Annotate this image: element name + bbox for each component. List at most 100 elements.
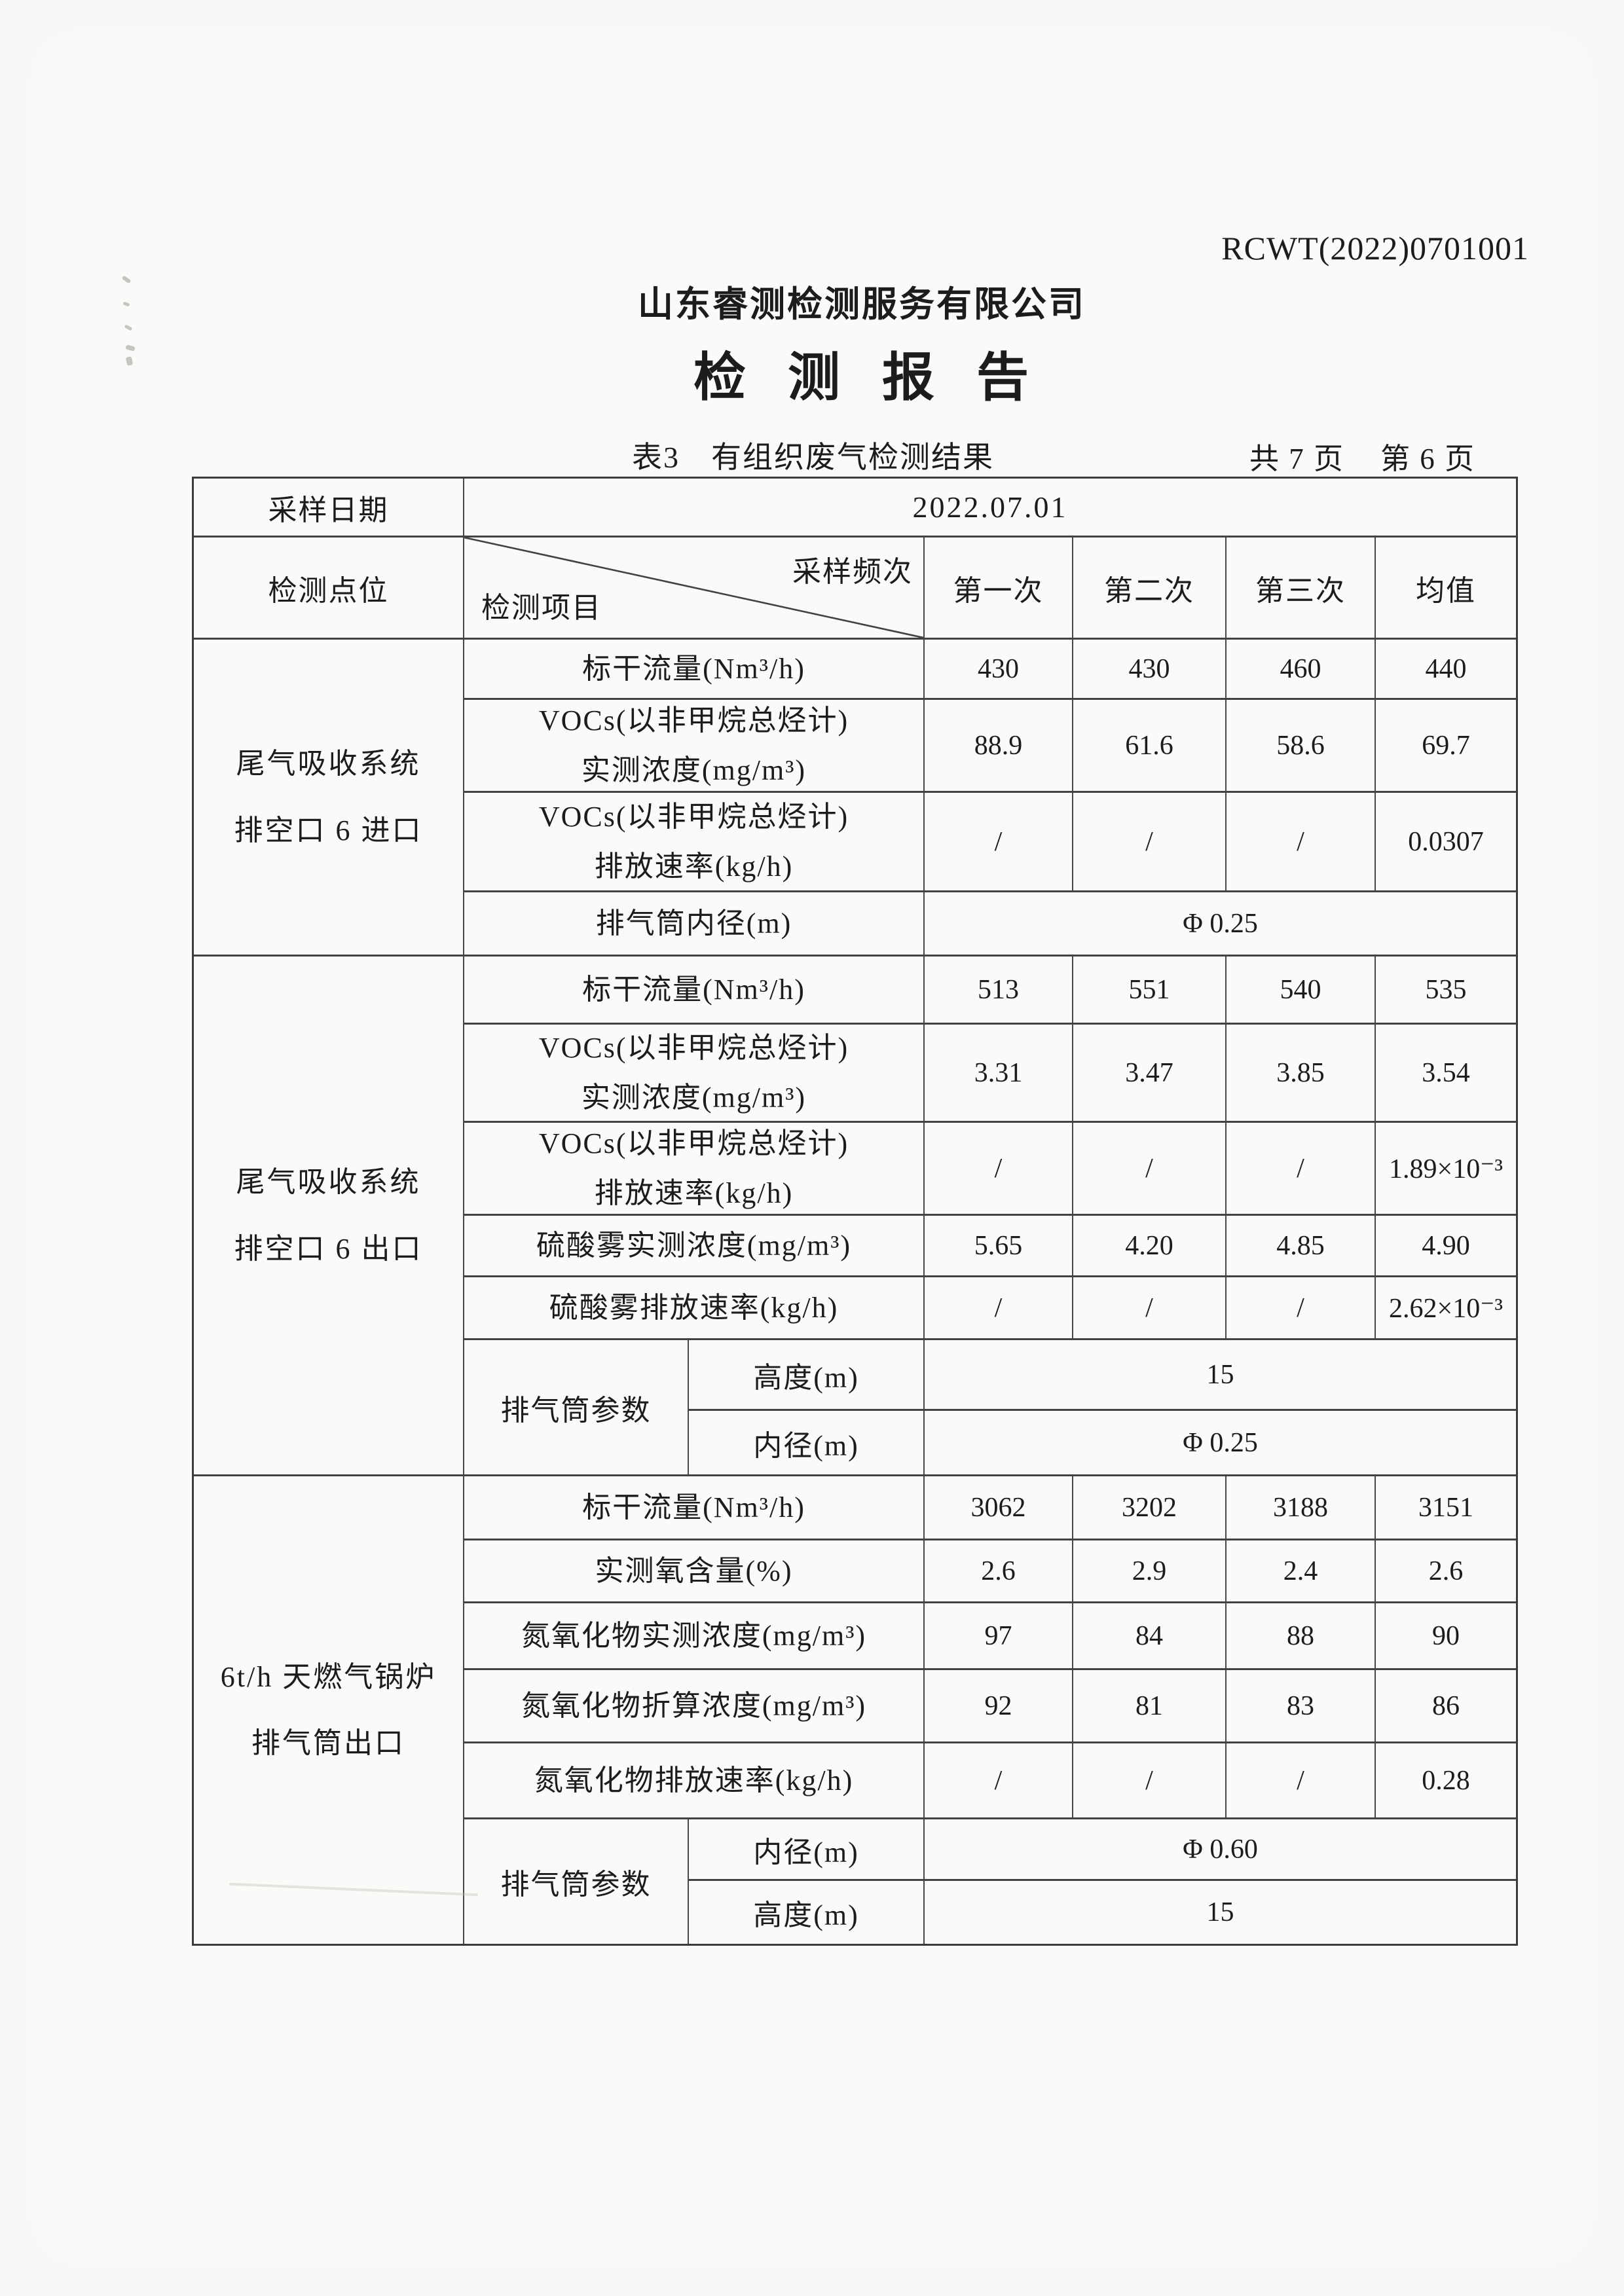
scan-artifact	[125, 344, 136, 352]
table-label: 表3	[632, 441, 680, 474]
cell-line: 3062	[970, 1492, 1026, 1523]
cell-line: /	[1145, 1153, 1153, 1184]
point-cell: 6t/h 天燃气锅炉 排气筒出口	[194, 1476, 464, 1944]
value-cell: 3062	[925, 1476, 1073, 1540]
cell-line: 标干流量(Nm³/h)	[582, 652, 805, 685]
cell-line: 2.9	[1132, 1556, 1167, 1586]
value-cell: /	[925, 1743, 1073, 1819]
page-total: 共 7 页	[1249, 443, 1345, 475]
cell-line: 86	[1432, 1690, 1460, 1721]
scan-artifact	[122, 301, 130, 307]
table-title: 有组织废气检测结果	[711, 441, 994, 474]
value-cell: 0.0307	[1376, 793, 1516, 892]
diagonal-header-cell: 采样频次 检测项目	[464, 538, 925, 640]
row-label: 标干流量(Nm³/h)	[464, 957, 925, 1025]
row-label: 氮氧化物折算浓度(mg/m³)	[464, 1670, 925, 1743]
cell-line: 排气筒出口	[251, 1727, 405, 1759]
value-cell: 3.54	[1376, 1025, 1516, 1123]
cell-line: /	[1297, 826, 1304, 857]
cell-line: 88	[1287, 1620, 1314, 1651]
cell-line: 3.54	[1422, 1057, 1470, 1088]
value-cell: 5.65	[925, 1216, 1073, 1277]
column-header-third: 第三次	[1227, 538, 1376, 640]
cell-line: VOCs(以非甲烷总烃计)	[538, 1127, 849, 1159]
value-cell: 3.85	[1227, 1025, 1376, 1123]
value-cell: /	[925, 1123, 1073, 1216]
param-sub-label: 高度(m)	[689, 1340, 925, 1411]
cell-line: 58.6	[1276, 730, 1325, 761]
sample-date-value: 2022.07.01	[464, 479, 1516, 538]
value-cell: 3202	[1073, 1476, 1227, 1540]
value-cell: 513	[925, 957, 1073, 1025]
value-cell: 551	[1073, 957, 1227, 1025]
cell-line: 83	[1287, 1690, 1314, 1721]
value-cell: 2.4	[1227, 1540, 1376, 1603]
cell-line: 排放速率(kg/h)	[594, 850, 794, 883]
table-caption: 表3 有组织废气检测结果	[632, 433, 994, 477]
cell-line: Φ 0.60	[1183, 1834, 1258, 1865]
value-cell: 58.6	[1227, 700, 1376, 793]
cell-line: 排空口 6 出口	[234, 1232, 423, 1265]
value-cell: 430	[1073, 640, 1227, 700]
row-label: 排气筒内径(m)	[464, 892, 925, 957]
cell-line: 排气筒参数	[500, 1868, 652, 1901]
value-cell: 2.6	[925, 1540, 1073, 1603]
cell-line: 高度(m)	[753, 1899, 859, 1931]
cell-line: 排气筒内径(m)	[595, 907, 792, 939]
value-cell: 0.28	[1376, 1743, 1516, 1819]
value-cell: 540	[1227, 957, 1376, 1025]
value-cell: 440	[1376, 640, 1516, 700]
point-cell: 尾气吸收系统 排空口 6 进口	[194, 640, 464, 957]
cell-line: 513	[978, 974, 1019, 1005]
cell-line: 实测氧含量(%)	[595, 1554, 793, 1587]
cell-line: 硫酸雾排放速率(kg/h)	[549, 1291, 839, 1324]
cell-line: 84	[1135, 1620, 1163, 1651]
cell-line: 尾气吸收系统	[236, 748, 421, 780]
row-label: 硫酸雾排放速率(kg/h)	[464, 1277, 925, 1340]
value-cell: 3188	[1227, 1476, 1376, 1540]
value-cell: /	[1073, 1743, 1227, 1819]
cell-line: 排气筒参数	[500, 1394, 652, 1427]
value-cell: 84	[1073, 1603, 1227, 1670]
value-cell: 535	[1376, 957, 1516, 1025]
cell-line: Φ 0.25	[1183, 908, 1258, 939]
row-label: 氮氧化物实测浓度(mg/m³)	[464, 1603, 925, 1670]
value-cell: 90	[1376, 1603, 1516, 1670]
cell-line: 81	[1135, 1690, 1163, 1721]
cell-line: /	[1297, 1153, 1304, 1184]
value-cell: /	[1227, 1123, 1376, 1216]
cell-line: 标干流量(Nm³/h)	[582, 1491, 805, 1523]
merged-value-cell: Φ 0.25	[925, 1411, 1516, 1476]
cell-line: 排空口 6 进口	[234, 814, 423, 847]
cell-line: /	[994, 1765, 1003, 1796]
diagonal-bottom-label: 检测项目	[481, 592, 602, 624]
cell-line: 2.62×10⁻³	[1389, 1293, 1503, 1324]
row-label: VOCs(以非甲烷总烃计) 排放速率(kg/h)	[464, 1123, 925, 1216]
page-current: 第 6 页	[1380, 443, 1476, 475]
param-sub-label: 高度(m)	[689, 1881, 925, 1944]
cell-line: 3.47	[1125, 1057, 1173, 1088]
sample-date-label: 采样日期	[194, 479, 464, 538]
cell-line: 90	[1432, 1620, 1460, 1651]
value-cell: 2.62×10⁻³	[1376, 1277, 1516, 1340]
cell-line: 430	[1128, 653, 1170, 684]
cell-line: VOCs(以非甲烷总烃计)	[538, 704, 849, 737]
cell-line: 2.6	[1428, 1556, 1464, 1586]
cell-line: 69.7	[1422, 730, 1470, 761]
diagonal-top-label: 采样频次	[792, 556, 913, 588]
value-cell: 3.31	[925, 1025, 1073, 1123]
cell-line: 4.85	[1276, 1230, 1325, 1261]
document-number: RCWT(2022)0701001	[1221, 230, 1529, 266]
value-cell: /	[1227, 1743, 1376, 1819]
value-cell: /	[1227, 1277, 1376, 1340]
cell-line: 标干流量(Nm³/h)	[582, 973, 805, 1006]
cell-line: 高度(m)	[753, 1361, 859, 1394]
results-table: 采样日期 2022.07.01 检测点位 采样频次 检测项目 第一次 第二次 第…	[192, 477, 1518, 1946]
cell-line: 氮氧化物排放速率(kg/h)	[534, 1764, 854, 1796]
cell-line: 硫酸雾实测浓度(mg/m³)	[536, 1229, 852, 1262]
param-sub-label: 内径(m)	[689, 1819, 925, 1881]
value-cell: 1.89×10⁻³	[1376, 1123, 1516, 1216]
cell-line: /	[1145, 1292, 1153, 1323]
cell-line: 排放速率(kg/h)	[594, 1176, 794, 1209]
row-label: 氮氧化物排放速率(kg/h)	[464, 1743, 925, 1819]
